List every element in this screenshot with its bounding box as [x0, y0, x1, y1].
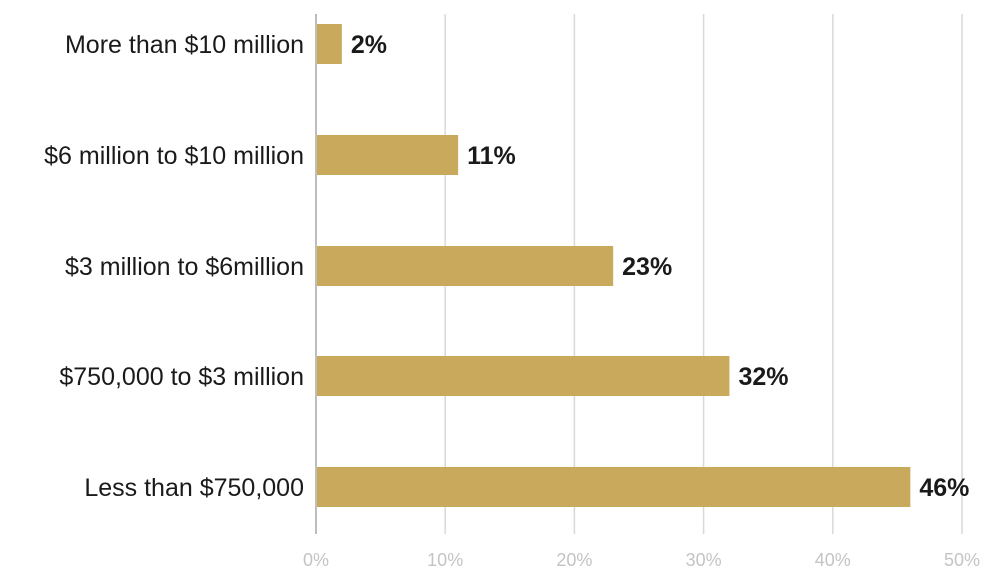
- bar: [316, 356, 730, 396]
- category-label: More than $10 million: [65, 31, 304, 59]
- value-label: 23%: [622, 253, 672, 281]
- bar: [316, 24, 342, 64]
- bar: [316, 467, 911, 507]
- x-tick-label: 40%: [815, 550, 851, 570]
- bars: [316, 24, 911, 507]
- x-tick-label: 30%: [686, 550, 722, 570]
- x-tick-label: 10%: [427, 550, 463, 570]
- category-label: $3 million to $6million: [65, 253, 304, 281]
- category-label: $6 million to $10 million: [44, 142, 304, 170]
- labels: 0% 10% 20% 30% 40% 50% More than $10 million 2%…: [44, 31, 980, 570]
- x-tick-label: 50%: [944, 550, 980, 570]
- value-label: 32%: [738, 363, 788, 391]
- category-label: $750,000 to $3 million: [59, 363, 304, 391]
- bar: [316, 246, 614, 286]
- gridlines: [444, 14, 963, 534]
- value-label: 46%: [919, 474, 969, 502]
- category-label: Less than $750,000: [84, 474, 304, 502]
- bar: [316, 135, 459, 175]
- value-label: 2%: [351, 31, 387, 59]
- value-label: 11%: [467, 142, 516, 170]
- x-tick-label: 0%: [303, 550, 329, 570]
- x-tick-label: 20%: [556, 550, 592, 570]
